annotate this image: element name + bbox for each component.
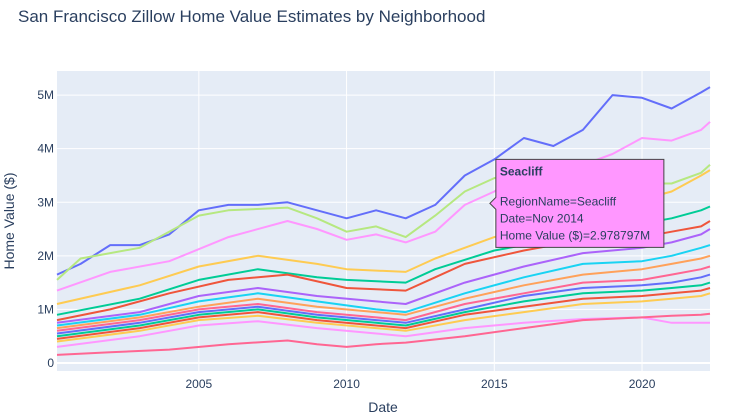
y-ticks: 0 1M 2M 3M 4M 5M <box>37 88 54 370</box>
y-tick-label: 5M <box>37 88 54 102</box>
tooltip-title: Seacliff <box>500 164 544 178</box>
hover-tooltip: Seacliff RegionName=Seacliff Date=Nov 20… <box>489 158 665 248</box>
chart-title: San Francisco Zillow Home Value Estimate… <box>18 7 485 26</box>
y-tick-label: 4M <box>37 142 54 156</box>
x-tick-label: 2010 <box>333 377 360 391</box>
series-line <box>56 273 711 335</box>
series-line <box>56 121 711 292</box>
y-axis-title: Home Value ($) <box>1 172 17 269</box>
x-ticks: 2005 2010 2015 2020 <box>185 377 655 391</box>
series-line <box>56 292 711 343</box>
y-tick-label: 3M <box>37 195 54 209</box>
series-line <box>56 244 711 327</box>
x-tick-label: 2015 <box>481 377 508 391</box>
x-tick-label: 2005 <box>185 377 212 391</box>
tooltip-value: Home Value ($)=2.978797M <box>500 228 650 242</box>
tooltip-box <box>489 158 665 248</box>
series-line <box>56 86 711 276</box>
y-tick-label: 0 <box>47 356 54 370</box>
series-line <box>56 312 711 356</box>
y-tick-label: 1M <box>37 302 54 316</box>
x-axis-title: Date <box>368 399 398 415</box>
series-line <box>56 254 711 330</box>
series-line <box>56 281 711 338</box>
series-line <box>56 228 711 324</box>
x-tick-label: 2020 <box>629 377 656 391</box>
series-line <box>56 287 711 340</box>
y-tick-label: 2M <box>37 249 54 263</box>
tooltip-region: RegionName=Seacliff <box>500 194 617 208</box>
series-lines <box>56 86 711 356</box>
series-line <box>56 316 710 348</box>
series-line <box>56 265 711 332</box>
tooltip-date: Date=Nov 2014 <box>500 211 584 225</box>
